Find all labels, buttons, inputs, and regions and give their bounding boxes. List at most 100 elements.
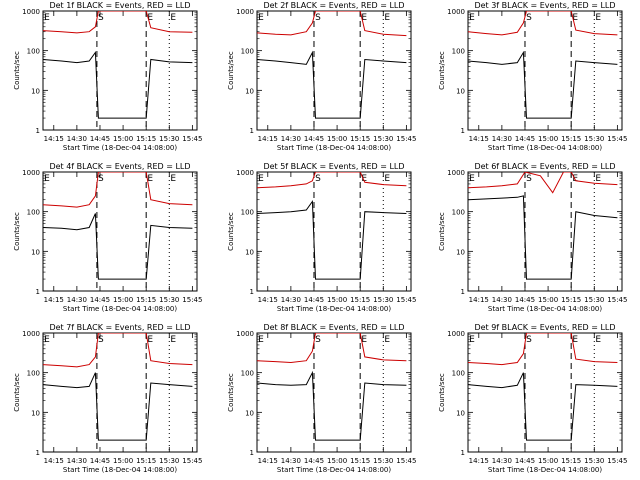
y-tick-label: 1 xyxy=(36,449,40,457)
plot-frame xyxy=(42,10,198,131)
y-tick-label: 10 xyxy=(31,248,40,256)
x-axis-label: Start Time (18-Dec-04 14:08:00) xyxy=(63,144,177,152)
x-tick-label: 15:15 xyxy=(136,135,156,143)
x-tick-label: 15:45 xyxy=(396,296,416,304)
plot-frame xyxy=(467,171,623,292)
marker-label-1: E xyxy=(469,335,475,345)
x-tick-label: 15:00 xyxy=(538,457,558,465)
y-tick-label: 1 xyxy=(461,288,465,296)
x-tick-label: 14:45 xyxy=(515,135,535,143)
y-tick-label: 1 xyxy=(36,288,40,296)
marker-label-1: E xyxy=(44,174,50,184)
y-tick-label: 10 xyxy=(456,87,465,95)
chart-panel-9: Det 9f BLACK = Events, RED = LLD 1 10 100 10… xyxy=(438,323,627,474)
x-tick-label: 14:15 xyxy=(44,457,64,465)
series-line-black xyxy=(257,50,407,119)
marker-label-4: E xyxy=(595,174,601,184)
series-line-black xyxy=(257,370,407,441)
x-tick-label: 15:30 xyxy=(159,457,179,465)
x-tick-label: 15:45 xyxy=(182,296,202,304)
marker-label-4: E xyxy=(595,335,601,345)
y-tick-label: 1 xyxy=(36,127,40,135)
y-tick-label: 100 xyxy=(27,209,40,217)
x-tick-label: 15:00 xyxy=(327,457,347,465)
y-tick-label: 1000 xyxy=(236,330,254,338)
x-axis-label: Start Time (18-Dec-04 14:08:00) xyxy=(277,305,391,313)
x-axis-label: Start Time (18-Dec-04 14:08:00) xyxy=(277,466,391,474)
x-tick-label: 14:45 xyxy=(304,296,324,304)
x-tick-label: 15:00 xyxy=(327,135,347,143)
marker-label-2: S xyxy=(315,335,321,345)
x-tick-label: 15:30 xyxy=(373,135,393,143)
chart-title: Det 3f BLACK = Events, RED = LLD xyxy=(474,1,615,10)
series-line-black xyxy=(468,195,618,280)
chart-title: Det 7f BLACK = Events, RED = LLD xyxy=(49,323,190,332)
x-tick-label: 15:45 xyxy=(182,135,202,143)
marker-label-3: E xyxy=(361,335,367,345)
series-line-black xyxy=(43,51,193,119)
y-tick-label: 1000 xyxy=(236,8,254,16)
marker-label-1: E xyxy=(44,335,50,345)
marker-label-2: S xyxy=(98,13,104,23)
y-axis-label: Counts/sec xyxy=(227,373,235,412)
x-tick-label: 14:45 xyxy=(515,296,535,304)
y-tick-label: 1000 xyxy=(236,169,254,177)
x-tick-label: 15:30 xyxy=(159,135,179,143)
y-tick-label: 10 xyxy=(31,409,40,417)
marker-label-4: E xyxy=(170,13,176,23)
marker-label-1: E xyxy=(258,174,264,184)
marker-label-1: E xyxy=(469,13,475,23)
x-tick-label: 14:30 xyxy=(281,457,301,465)
x-tick-label: 15:15 xyxy=(136,296,156,304)
series-line-red xyxy=(468,172,618,194)
x-axis-label: Start Time (18-Dec-04 14:08:00) xyxy=(63,466,177,474)
x-tick-label: 14:15 xyxy=(258,296,278,304)
y-tick-label: 1 xyxy=(250,449,254,457)
x-tick-label: 15:45 xyxy=(607,135,627,143)
series-line-black xyxy=(43,372,193,441)
y-axis-label: Counts/sec xyxy=(13,51,21,90)
x-tick-label: 14:15 xyxy=(44,135,64,143)
x-tick-label: 15:45 xyxy=(607,296,627,304)
x-tick-label: 15:00 xyxy=(113,296,133,304)
x-tick-label: 15:00 xyxy=(113,457,133,465)
chart-title: Det 4f BLACK = Events, RED = LLD xyxy=(49,162,190,171)
marker-label-4: E xyxy=(170,335,176,345)
marker-label-4: E xyxy=(595,13,601,23)
plot-frame xyxy=(256,332,412,453)
chart-panel-5: Det 5f BLACK = Events, RED = LLD 1 10 100 10… xyxy=(227,162,416,313)
y-tick-label: 1000 xyxy=(22,8,40,16)
chart-title: Det 8f BLACK = Events, RED = LLD xyxy=(263,323,404,332)
marker-label-3: E xyxy=(147,174,153,184)
chart-panel-2: Det 2f BLACK = Events, RED = LLD 1 10 100 10… xyxy=(227,1,416,152)
y-tick-label: 100 xyxy=(241,370,254,378)
x-tick-label: 14:45 xyxy=(304,457,324,465)
series-line-black xyxy=(257,200,407,280)
x-tick-label: 14:30 xyxy=(67,457,87,465)
marker-label-2: S xyxy=(526,174,532,184)
y-axis-label: Counts/sec xyxy=(227,51,235,90)
x-tick-label: 15:15 xyxy=(350,296,370,304)
y-tick-label: 10 xyxy=(245,248,254,256)
marker-label-3: E xyxy=(361,13,367,23)
x-tick-label: 15:30 xyxy=(584,296,604,304)
y-tick-label: 10 xyxy=(245,409,254,417)
marker-label-1: E xyxy=(44,13,50,23)
series-line-black xyxy=(468,372,618,441)
y-tick-label: 1000 xyxy=(22,330,40,338)
x-tick-label: 15:15 xyxy=(350,135,370,143)
marker-label-3: E xyxy=(147,335,153,345)
series-line-black xyxy=(43,213,193,280)
y-tick-label: 1000 xyxy=(22,169,40,177)
x-tick-label: 14:30 xyxy=(67,296,87,304)
marker-label-2: S xyxy=(526,13,532,23)
marker-label-2: S xyxy=(315,13,321,23)
marker-label-1: E xyxy=(258,13,264,23)
plot-frame xyxy=(256,171,412,292)
y-axis-label: Counts/sec xyxy=(438,51,446,90)
x-tick-label: 14:15 xyxy=(258,135,278,143)
chart-title: Det 5f BLACK = Events, RED = LLD xyxy=(263,162,404,171)
y-tick-label: 100 xyxy=(241,209,254,217)
y-tick-label: 10 xyxy=(245,87,254,95)
